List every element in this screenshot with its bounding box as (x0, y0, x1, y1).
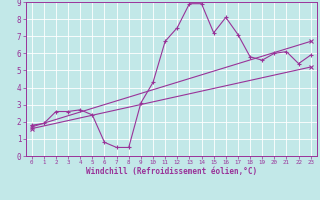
X-axis label: Windchill (Refroidissement éolien,°C): Windchill (Refroidissement éolien,°C) (86, 167, 257, 176)
